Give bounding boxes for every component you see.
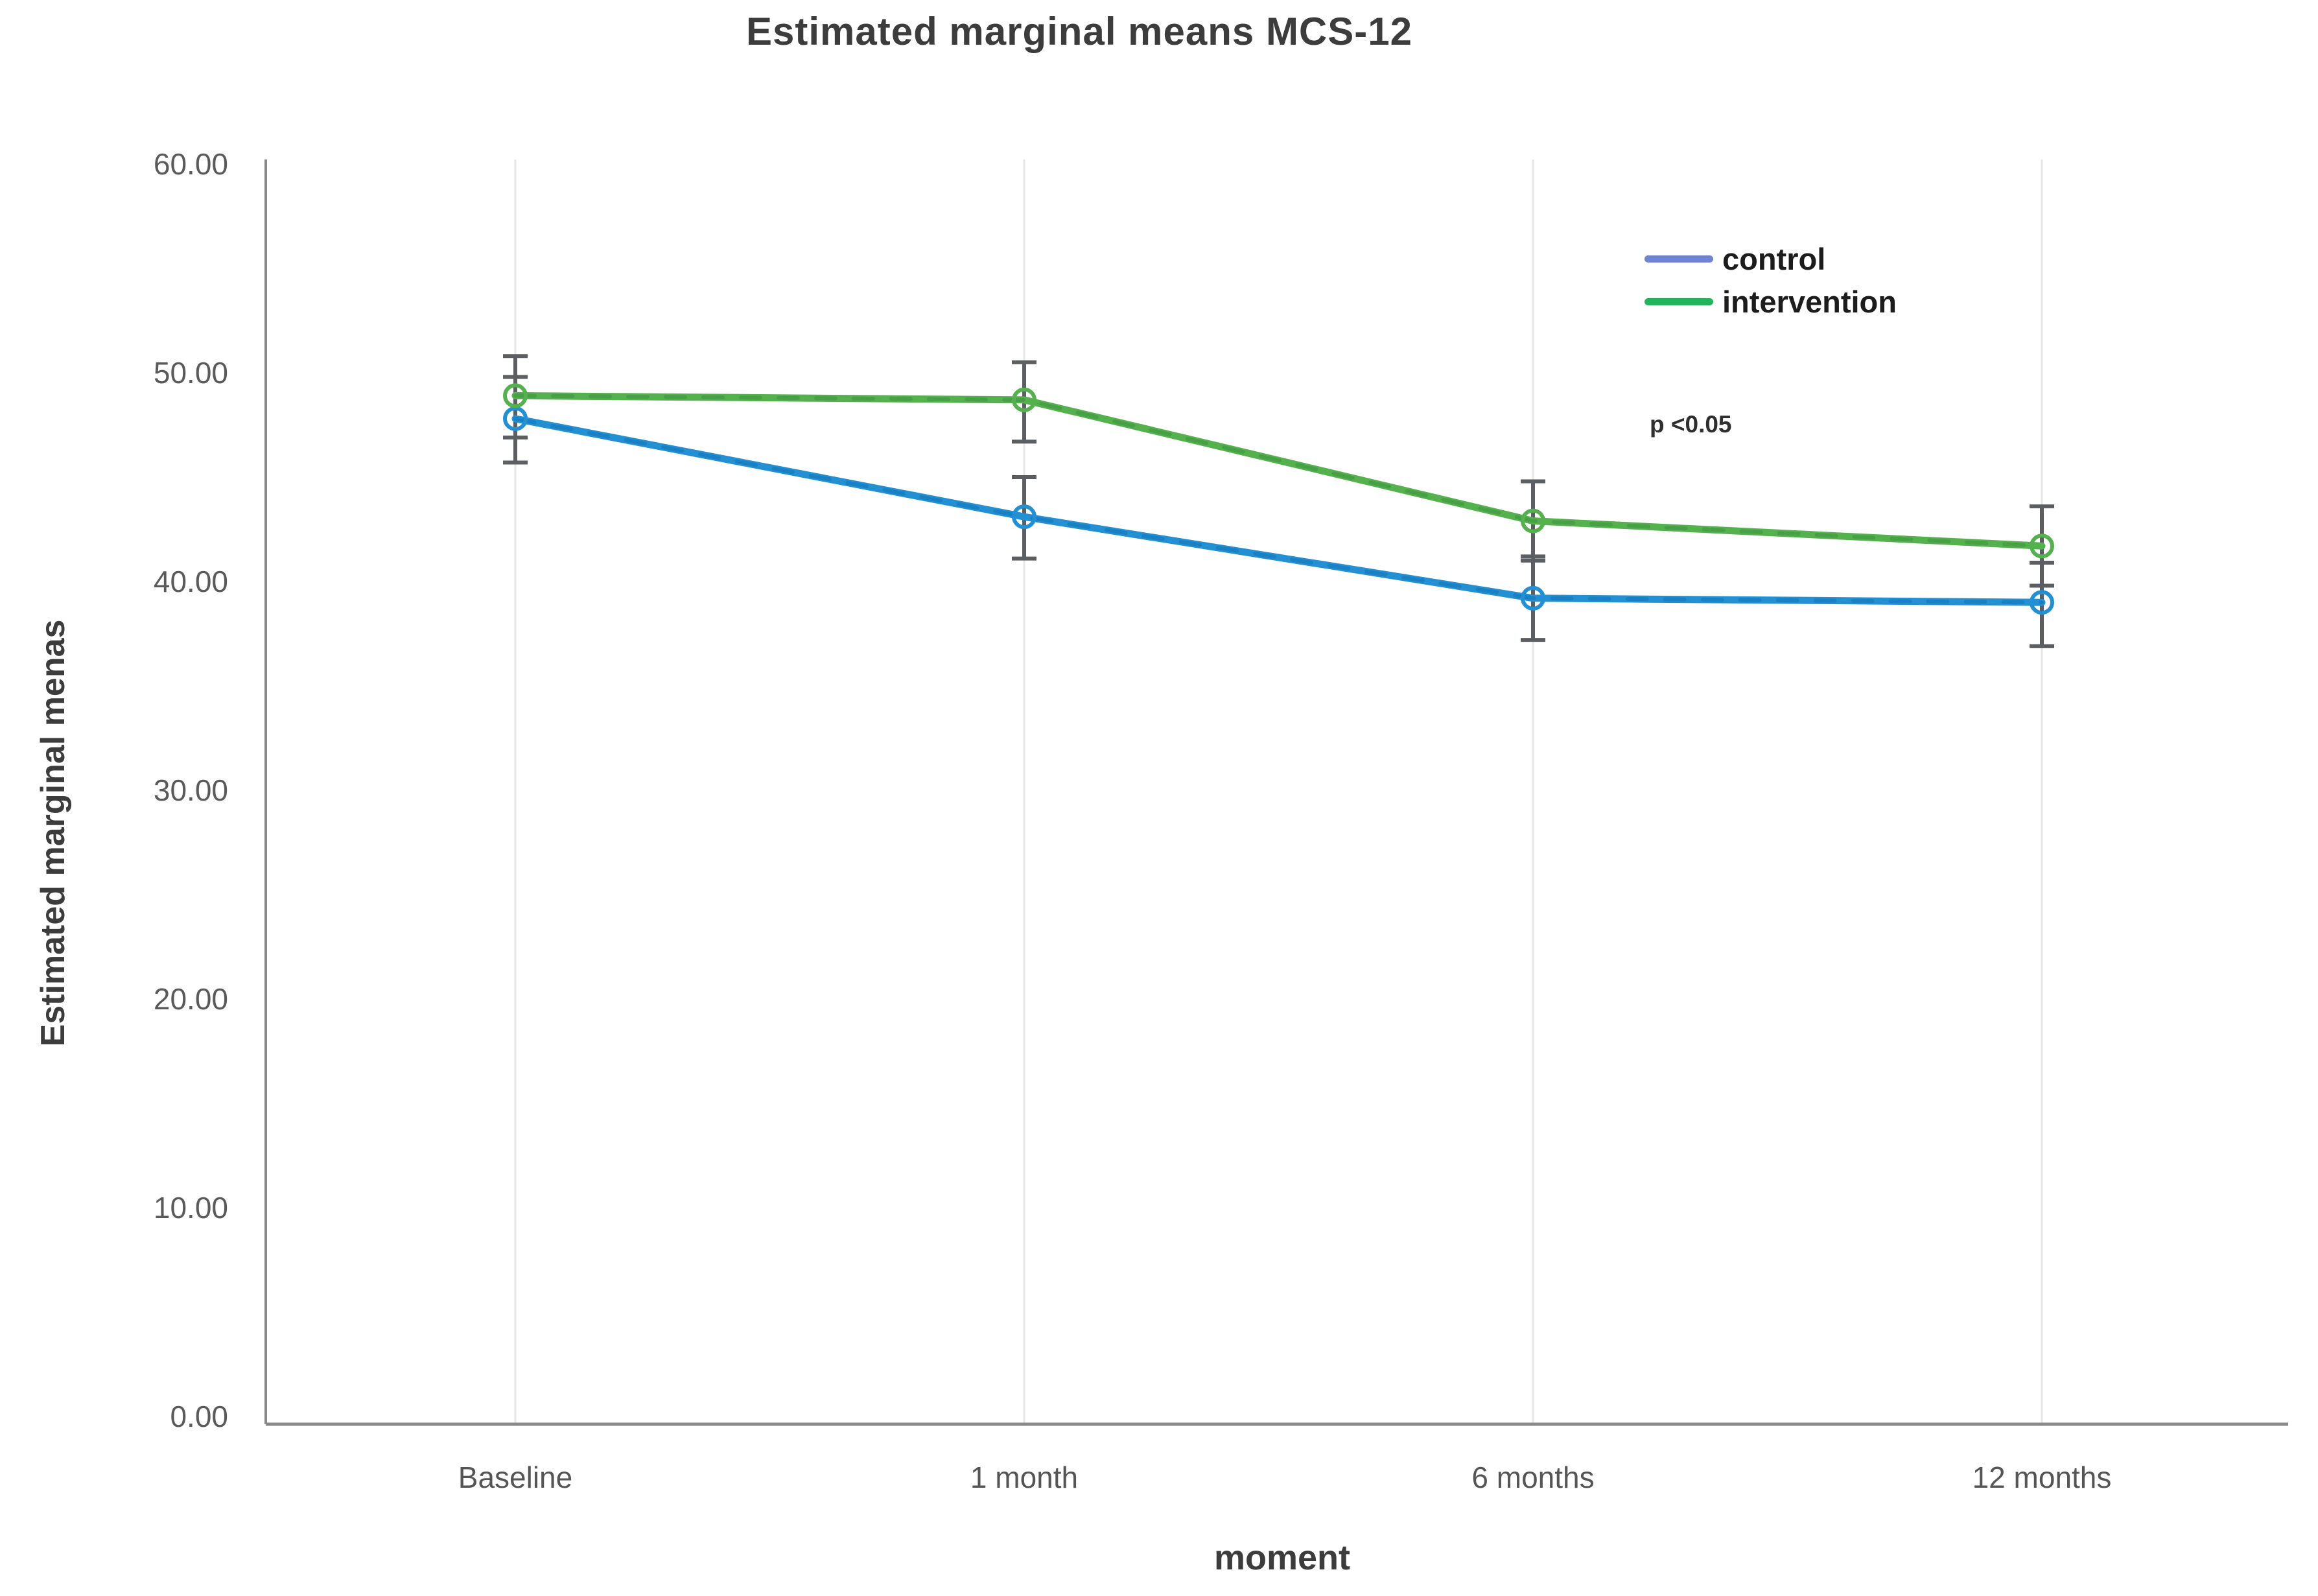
p-value-annotation: p <0.05 — [1650, 411, 1732, 438]
y-tick-label-20: 20.00 — [153, 982, 228, 1016]
legend-label-control: control — [1722, 241, 1826, 276]
chart-title: Estimated marginal means MCS-12 — [745, 10, 1412, 53]
marker-control-1-month — [1012, 504, 1036, 530]
marker-intervention-1-month — [1012, 387, 1036, 412]
y-tick-label-10: 10.00 — [153, 1191, 228, 1225]
series-line-dash-control — [513, 416, 2044, 605]
legend-item-control: control — [1645, 237, 1897, 280]
y-tick-label-30: 30.00 — [153, 773, 228, 807]
marker-intervention-12-months — [2030, 534, 2054, 559]
y-tick-label-60: 60.00 — [153, 147, 228, 181]
y-tick-label-40: 40.00 — [153, 565, 228, 598]
x-tick-label-Baseline: Baseline — [458, 1461, 573, 1494]
marker-intervention-Baseline — [503, 383, 528, 408]
legend-swatch-intervention — [1645, 298, 1713, 305]
series-line-dash-intervention — [513, 393, 2044, 548]
x-tick-label-1-month: 1 month — [970, 1461, 1079, 1494]
legend-item-intervention: intervention — [1645, 280, 1897, 323]
legend-swatch-control — [1645, 255, 1713, 263]
legend: control intervention — [1645, 237, 1897, 323]
series-line-intervention — [511, 392, 2046, 550]
x-tick-label-12-months: 12 months — [1972, 1461, 2112, 1494]
y-tick-label-0: 0.00 — [170, 1400, 228, 1433]
marker-control-6-months — [1521, 585, 1545, 611]
marker-intervention-6-months — [1521, 508, 1545, 534]
legend-label-intervention: intervention — [1722, 284, 1897, 319]
y-tick-label-50: 50.00 — [153, 356, 228, 390]
marker-control-12-months — [2030, 590, 2054, 615]
marker-control-Baseline — [503, 406, 528, 431]
x-tick-label-6-months: 6 months — [1471, 1461, 1595, 1494]
x-axis-title: moment — [1213, 1538, 1350, 1577]
series-line-control — [511, 415, 2046, 606]
